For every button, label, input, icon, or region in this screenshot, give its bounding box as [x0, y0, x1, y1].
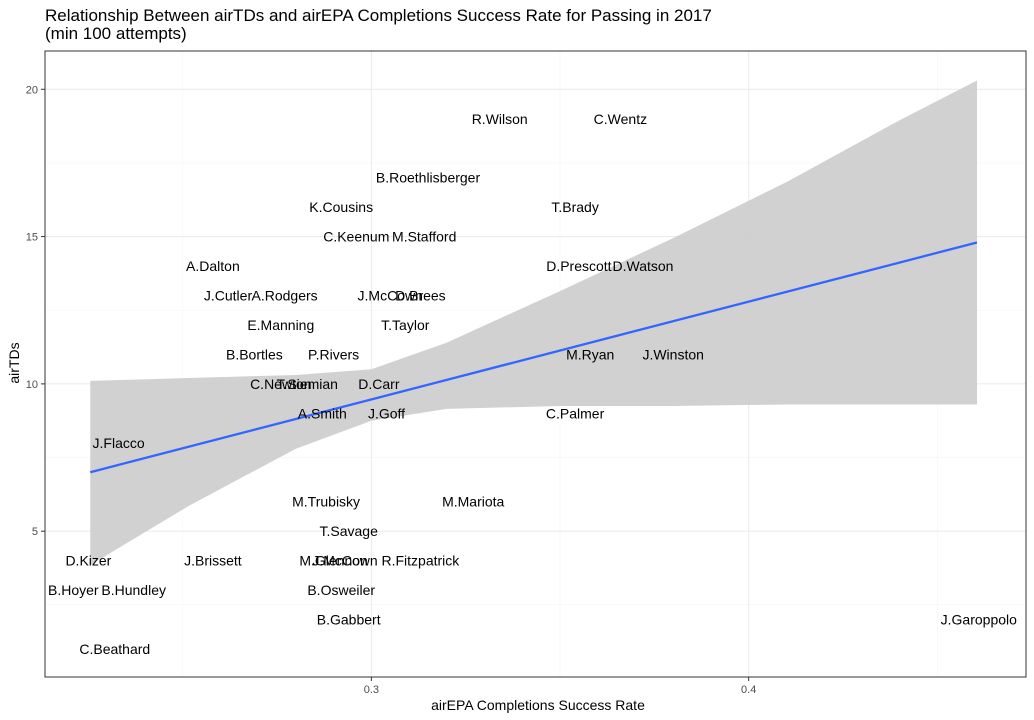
point-label: B.Osweiler [307, 582, 375, 598]
point-label: D.Kizer [65, 553, 111, 569]
point-label: A.Rodgers [252, 288, 318, 304]
confidence-band [90, 80, 978, 566]
point-label: B.Hundley [101, 582, 166, 598]
point-label: M.Glennon [299, 553, 367, 569]
point-label: C.Keenum [323, 229, 389, 245]
point-label: J.Cutler [204, 288, 253, 304]
point-label: E.Manning [247, 317, 314, 333]
point-label: J.Flacco [93, 435, 145, 451]
point-label: B.Gabbert [317, 612, 381, 628]
point-label: B.Roethlisberger [376, 170, 481, 186]
point-labels: R.Wilson C.Wentz B.RoethlisbergerK.Cousins… [48, 111, 1017, 657]
point-label: K.Cousins [309, 199, 373, 215]
point-label: D.Prescott [546, 258, 611, 274]
y-tick-label: 5 [32, 526, 38, 538]
confidence-band-group [90, 80, 978, 566]
plot-panel-border [44, 50, 1027, 678]
axis-ticks: 0.3 0.4 5 10 15 20 [26, 84, 757, 696]
point-label: C.Newton [250, 376, 311, 392]
point-label: A.Dalton [186, 258, 240, 274]
y-axis-title: airTDs [6, 342, 22, 383]
point-label: J.Winston [642, 346, 703, 362]
point-label: B.Hoyer [48, 582, 99, 598]
point-label: A.Smith [298, 405, 347, 421]
point-label: M.Trubisky [292, 494, 360, 510]
point-label: R.Wilson [472, 111, 528, 127]
x-tick-label: 0.3 [364, 684, 379, 696]
point-label: M.Stafford [392, 229, 456, 245]
point-label: P.Rivers [308, 346, 359, 362]
point-label: J.Goff [368, 405, 405, 421]
point-label: M.Ryan [566, 346, 614, 362]
y-tick-label: 20 [26, 84, 38, 96]
point-label: M.Mariota [442, 494, 504, 510]
point-label: D.Watson [613, 258, 674, 274]
point-label: T.Siemian [276, 376, 337, 392]
point-label: C.Palmer [546, 405, 605, 421]
x-axis-title: airEPA Completions Success Rate [431, 697, 645, 713]
y-tick-label: 10 [26, 379, 38, 391]
trend-line [89, 241, 978, 474]
point-label: T.Taylor [381, 317, 430, 333]
point-label: R.Fitzpatrick [382, 553, 461, 569]
x-tick-label: 0.4 [741, 684, 756, 696]
y-tick-label: 15 [26, 232, 38, 244]
point-label: J.McCown [358, 288, 423, 304]
point-label: D.Carr [358, 376, 400, 392]
point-label: T.Savage [320, 523, 379, 539]
point-label: J.Garoppolo [941, 612, 1017, 628]
chart-subtitle: (min 100 attempts) [45, 24, 187, 43]
point-label: J.Brissett [184, 553, 242, 569]
point-label: B.Bortles [226, 346, 283, 362]
point-label: C.Beathard [79, 641, 150, 657]
point-label: C.Wentz [594, 111, 647, 127]
point-label: D.Brees [395, 288, 446, 304]
point-label: T.Brady [551, 199, 598, 215]
trend-line-group [89, 241, 978, 474]
chart-title: Relationship Between airTDs and airEPA C… [45, 6, 712, 25]
point-label: J.McCown [312, 553, 377, 569]
